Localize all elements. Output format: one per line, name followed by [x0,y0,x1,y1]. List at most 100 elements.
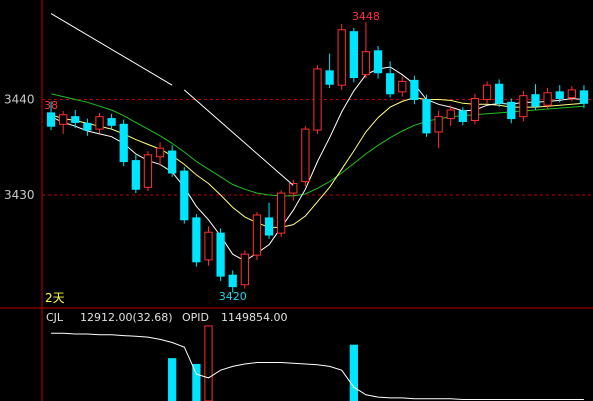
candle-body-down [422,98,431,134]
trendline [50,13,173,86]
candle-body-up [252,214,262,256]
candle-body-up [155,147,165,158]
candle-body-down [180,170,189,221]
price-gridlines [42,98,593,196]
ma-mid-line [50,97,584,228]
candle [361,22,371,79]
candle [180,167,189,224]
candle [240,250,249,289]
candle-body-down [228,274,237,288]
trendline [183,89,294,186]
candle-body-down [410,79,419,100]
candle-body-up [337,29,346,86]
candle [192,214,201,267]
candle-body-up [289,183,298,194]
open-interest-label: OPID [182,311,209,324]
volume-bar [349,344,358,401]
candle-body-down [325,70,334,85]
candle-body-down [555,91,564,100]
candle-body-down [168,150,177,174]
candle [325,53,334,89]
left-price-mark: 38 [44,99,58,112]
candles [46,22,589,293]
candle [264,202,274,239]
candle-body-up [398,80,407,93]
candle-body-up [567,89,576,99]
y-tick-labels: 3440 3430 [4,92,35,201]
candle [313,65,322,134]
candle-body-up [543,92,552,106]
chart-annotations: 3448 3420 [219,10,380,303]
candle [301,126,310,187]
candle [567,86,576,102]
candle-body-up [434,116,443,133]
candle-body-down [119,123,128,163]
candle-body-up [143,154,153,188]
y-tick-label: 3440 [4,92,35,106]
candle [228,270,237,293]
volume-bar [192,363,201,401]
indicator-label: CJL [46,311,64,324]
candle [289,179,298,201]
candle [398,76,407,97]
y-tick-label: 3430 [4,188,35,202]
candle [519,90,528,122]
moving-average-lines [50,66,584,262]
candle [446,105,455,127]
candle [422,94,431,137]
candle [470,93,480,125]
candle-body-down [264,217,274,236]
candle-body-down [349,31,358,79]
candle-body-down [216,232,225,277]
candle [410,75,419,105]
candle-body-down [458,110,467,122]
candle [143,151,153,192]
candle [107,113,116,130]
open-interest-value: 1149854.00 [221,311,287,324]
peak-label: 3448 [352,10,380,23]
volume-bar [204,325,213,401]
trough-label: 3420 [219,290,247,303]
candle-body-down [531,94,540,107]
candle-body-down [107,118,116,126]
candle-body-up [59,114,68,125]
candle-body-down [507,101,516,120]
candle [531,84,540,110]
candle-body-down [131,160,140,190]
candle [83,118,92,136]
candle-body-up [277,192,286,234]
candle [131,154,140,194]
candle [555,85,564,103]
candle [482,81,492,104]
candle-body-up [95,116,104,130]
candle [507,98,516,124]
volume-value: 12912.00(32.68) [80,311,173,324]
candle-body-down [579,90,589,104]
candle-body-up [301,128,310,183]
candle-body-up [446,109,455,120]
candle-body-up [519,95,528,118]
candle-body-up [313,68,322,131]
candle [579,85,589,109]
candle-body-up [240,253,249,286]
candle [252,212,262,260]
candle [155,142,165,166]
volume-info-header: CJL 12912.00(32.68) OPID 1149854.00 [46,311,287,324]
candle [168,145,177,177]
candle [95,112,104,133]
candle-body-down [46,112,56,127]
candle-body-down [386,73,395,95]
candle-body-down [192,217,201,263]
trendlines [50,13,294,186]
candle [337,24,346,90]
candle [349,27,358,83]
candle-body-down [373,50,383,74]
candle-body-down [71,116,80,123]
open-interest-line [51,332,584,400]
candle-body-down [83,122,92,131]
candle [458,107,467,126]
candle [71,109,80,129]
candle-body-up [470,98,480,121]
candle [434,110,443,149]
